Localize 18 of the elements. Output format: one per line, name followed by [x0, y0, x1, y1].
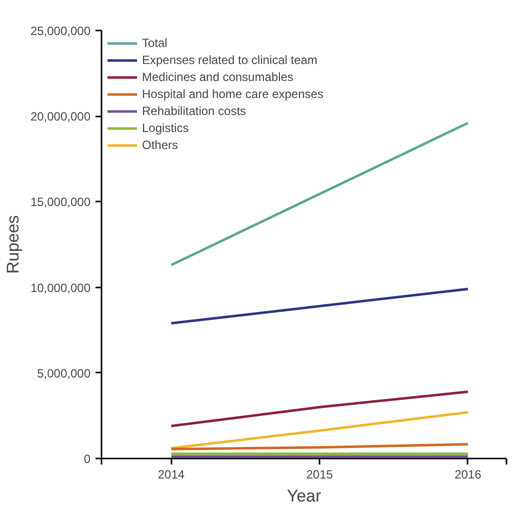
- x-axis-title: Year: [286, 486, 322, 506]
- y-axis-title: Rupees: [3, 215, 22, 274]
- legend-label: Medicines and consumables: [142, 70, 294, 84]
- legend-label: Others: [142, 138, 178, 152]
- x-tick-label: 2016: [454, 468, 482, 482]
- legend-label: Hospital and home care expenses: [142, 87, 324, 101]
- y-tick-label: 25,000,000: [30, 24, 91, 38]
- legend-label: Logistics: [142, 121, 189, 135]
- y-tick-label: 15,000,000: [30, 195, 91, 210]
- y-tick-label: 20,000,000: [30, 110, 91, 124]
- x-tick-label: 2015: [306, 468, 334, 482]
- y-tick-label: 0: [84, 452, 91, 466]
- y-tick-label: 5,000,000: [37, 366, 91, 380]
- x-tick-label: 2014: [158, 468, 185, 482]
- y-tick-label: 10,000,000: [30, 280, 91, 295]
- legend-label: Expenses related to clinical team: [142, 53, 318, 67]
- legend-label: Total: [142, 36, 168, 50]
- legend-label: Rehabilitation costs: [142, 104, 246, 118]
